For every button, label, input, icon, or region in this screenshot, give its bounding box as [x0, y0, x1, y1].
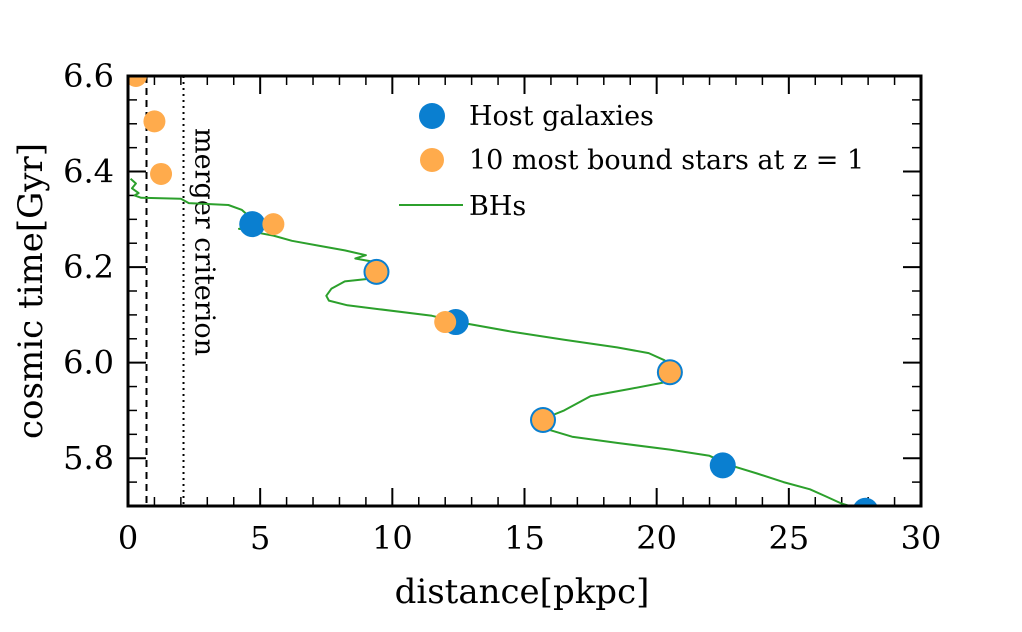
bound-stars-point	[532, 409, 555, 431]
y-tick-label: 6.4	[63, 153, 114, 191]
y-tick-label: 6.6	[63, 57, 114, 95]
plot-frame	[126, 74, 923, 508]
x-tick-label: 15	[504, 519, 545, 557]
x-tick-label: 0	[118, 519, 138, 557]
merger-criterion-label: merger criterion	[189, 128, 220, 356]
legend: Host galaxies 10 most bound stars at z =…	[399, 101, 864, 222]
legend-label-bound-stars: 10 most bound stars at z = 1	[469, 145, 864, 176]
legend-label-host-galaxies: Host galaxies	[469, 101, 654, 132]
y-tick-label: 6.0	[63, 344, 114, 382]
y-tick-label: 6.2	[63, 248, 114, 286]
x-tick-label: 25	[768, 519, 809, 557]
bound-stars-point	[150, 162, 173, 185]
x-tick-label: 20	[636, 519, 677, 557]
x-tick-label: 30	[901, 519, 942, 557]
bound-stars-point	[128, 76, 147, 87]
x-tick-label: 5	[250, 519, 270, 557]
bound-stars-point	[658, 361, 681, 384]
legend-marker-bound-stars	[420, 148, 444, 172]
bound-stars-point	[262, 213, 285, 236]
bh-track-line	[129, 177, 850, 506]
major-ticks	[127, 75, 922, 506]
x-axis-label: distance[pkpc]	[395, 572, 650, 612]
host-galaxy-point	[709, 452, 736, 479]
host-galaxy-point	[239, 211, 266, 238]
x-tick-labels: 0 5 10 15 20 25 30	[118, 519, 942, 557]
reference-lines	[145, 76, 185, 506]
legend-marker-host-galaxies	[419, 103, 445, 129]
minor-ticks	[128, 76, 921, 507]
legend-label-bhs: BHs	[469, 191, 526, 222]
host-galaxy-point	[853, 497, 878, 506]
bound-stars-point	[365, 260, 388, 283]
bound-stars-point	[143, 110, 166, 133]
y-tick-labels: 5.8 6.0 6.2 6.4 6.6	[63, 57, 114, 477]
x-tick-label: 10	[372, 519, 413, 557]
y-tick-label: 5.8	[63, 439, 114, 477]
series-layer	[128, 76, 878, 506]
y-axis-label: cosmic time[Gyr]	[11, 143, 51, 439]
bound-stars-point	[434, 311, 457, 334]
